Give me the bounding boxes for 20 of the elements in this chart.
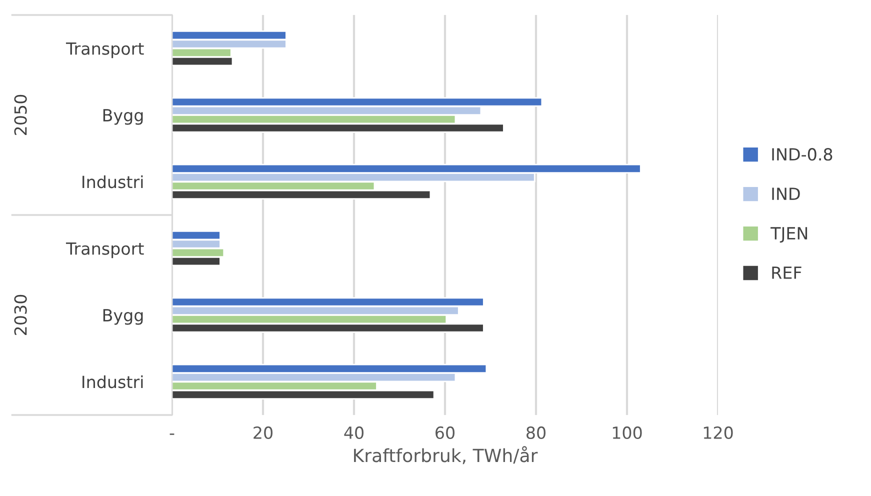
legend-label: REF xyxy=(772,266,802,279)
y-tick-label: Transport xyxy=(66,42,144,58)
x-tick-label: 80 xyxy=(526,426,546,440)
y-tick-label: Bygg xyxy=(103,309,143,325)
x-axis-title: Kraftforbruk, TWh/år xyxy=(354,446,538,464)
x-tick-label: 20 xyxy=(254,426,272,440)
y-tick-label: Transport xyxy=(66,242,144,258)
y-tick-label: Industri xyxy=(82,175,143,188)
text: 2050 xyxy=(14,94,27,135)
x-tick-label: 100 xyxy=(612,426,642,440)
legend-label: IND-0.8 xyxy=(772,148,832,161)
legend-label: IND xyxy=(772,188,800,200)
y-tick-label: Industri xyxy=(82,375,143,388)
x-tick-label: 40 xyxy=(344,426,364,440)
legend-label: TJEN xyxy=(770,227,808,243)
x-tick-label: 120 xyxy=(704,426,733,440)
text: 2030 xyxy=(14,294,27,335)
x-tick-label: - xyxy=(170,434,174,435)
x-tick-label: 60 xyxy=(436,426,454,440)
y-tick-label: Bygg xyxy=(103,109,143,125)
